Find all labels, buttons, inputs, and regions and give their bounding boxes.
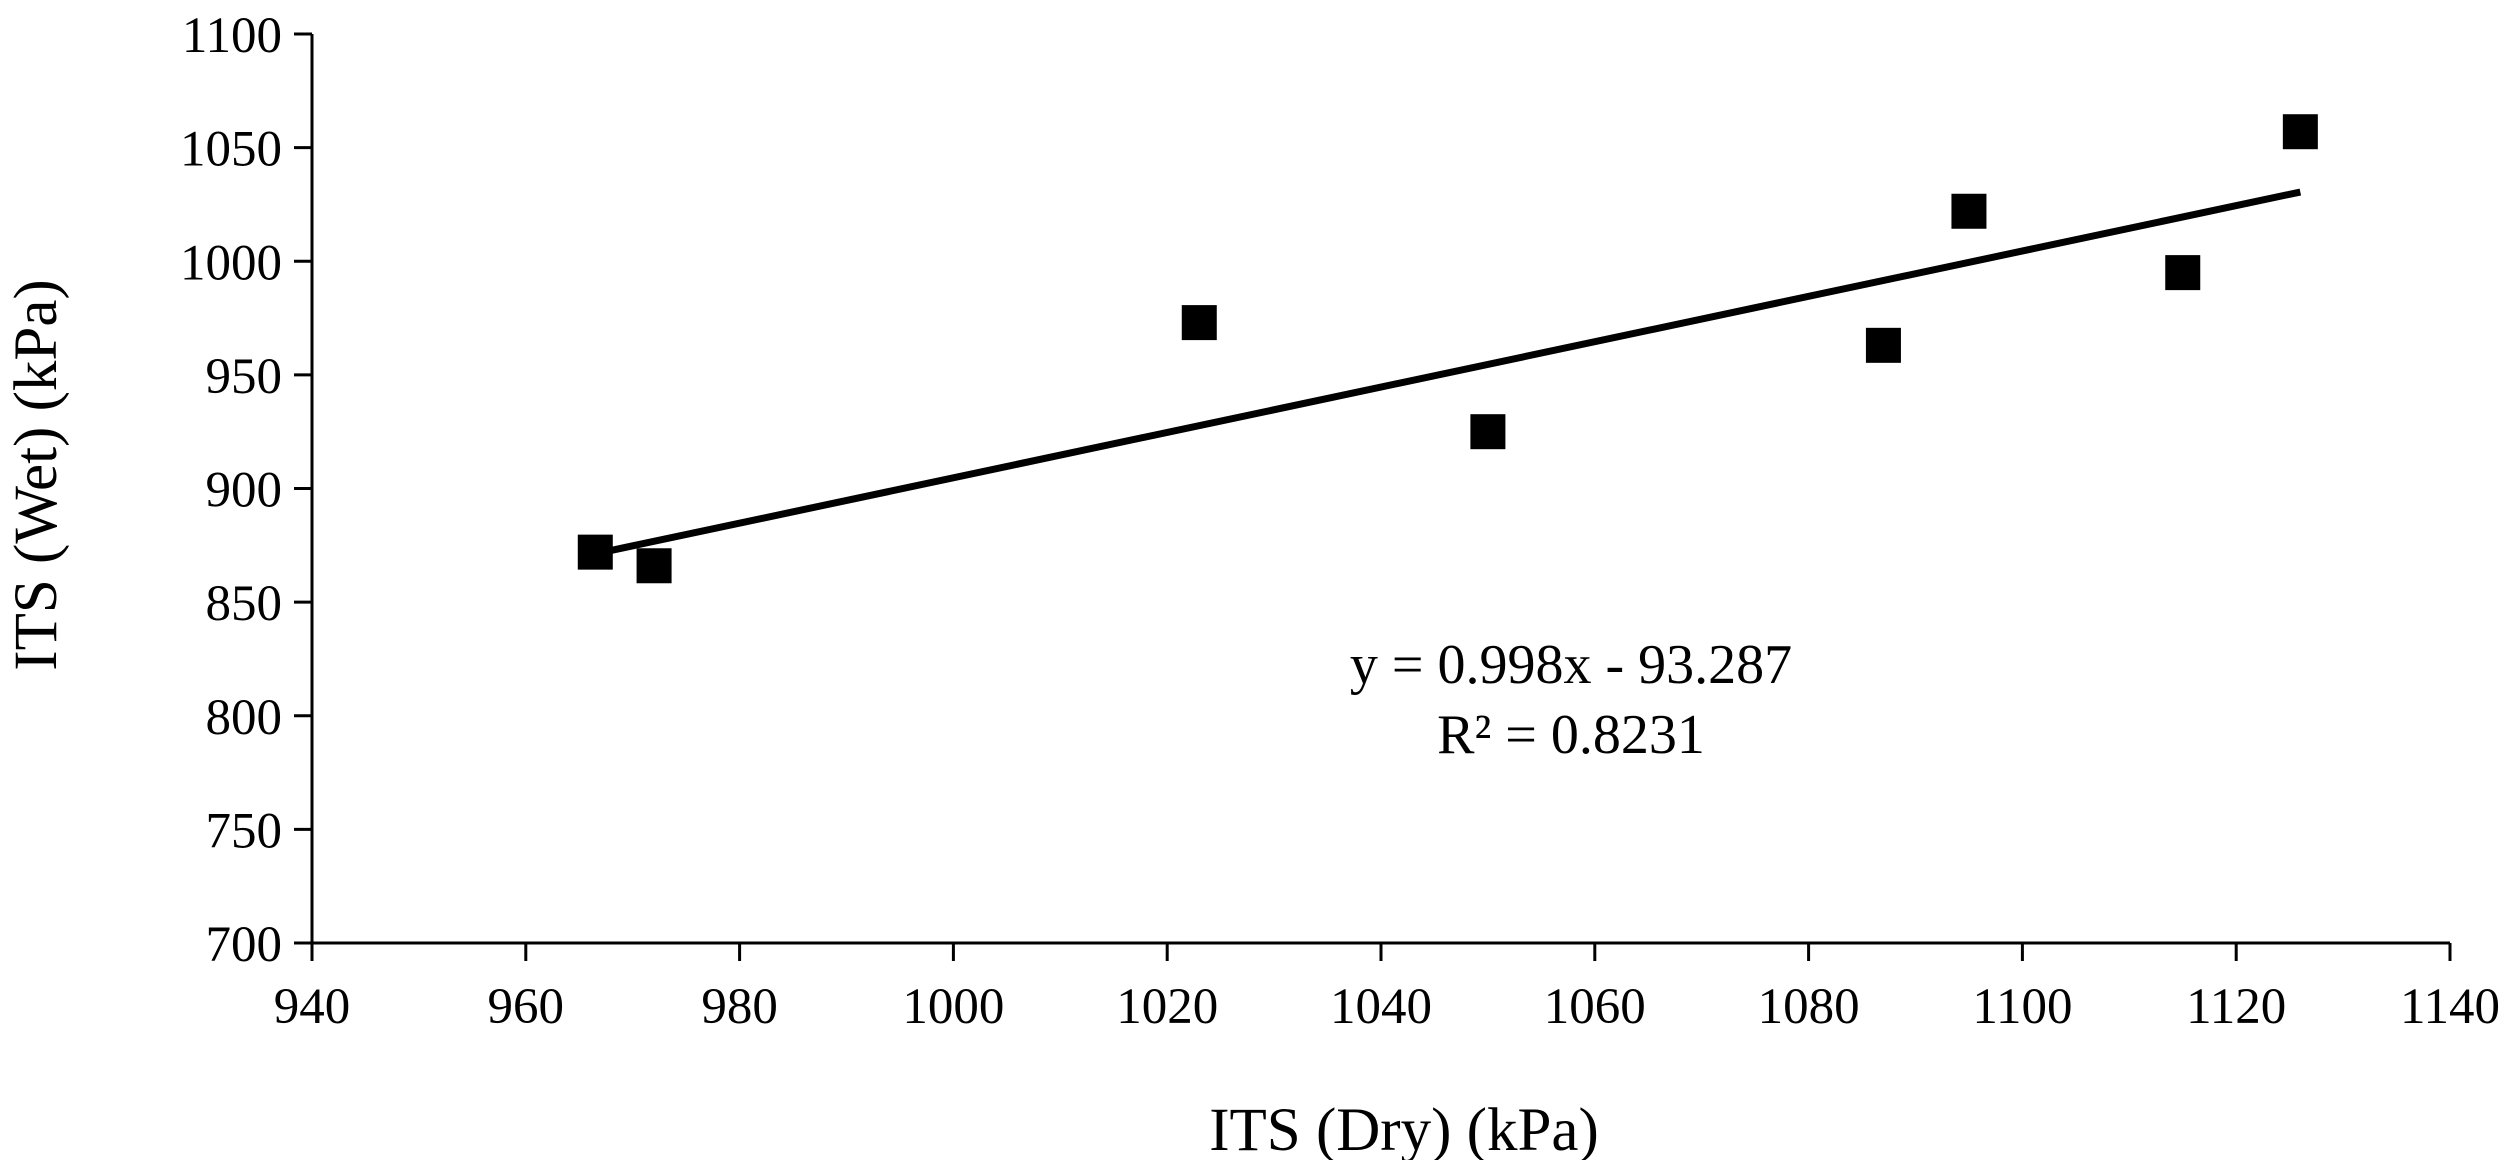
y-tick-label: 1000 [180, 235, 282, 291]
r-squared-label: R² = 0.8231 [1437, 704, 1705, 766]
x-tick-label: 1080 [1758, 979, 1860, 1035]
x-tick-label: 1140 [2400, 979, 2500, 1035]
trendline-group [594, 188, 2302, 558]
x-axis: 940 960 980 1000 1020 1040 1060 1080 1100 1120 114… [274, 941, 2500, 1035]
trendline [594, 188, 2302, 558]
x-tick-label: 940 [274, 979, 351, 1035]
x-axis-title: ITS (Dry) (kPa) [1209, 1097, 1599, 1160]
x-tick-label: 980 [701, 979, 778, 1035]
x-tick-label: 1060 [1544, 979, 1646, 1035]
y-tick-label: 950 [206, 349, 283, 405]
y-tick-label: 1050 [180, 122, 282, 178]
data-point [1865, 327, 1901, 363]
data-point [1470, 414, 1506, 450]
x-tick-label: 1120 [2186, 979, 2286, 1035]
data-points [577, 114, 2318, 584]
y-tick-label: 900 [206, 463, 283, 519]
y-axis-title: ITS (Wet) (kPa) [3, 279, 70, 670]
trendline-equation: y = 0.998x - 93.287 [1350, 634, 1792, 696]
data-point [577, 534, 613, 570]
data-point [1951, 193, 1987, 229]
data-point [2165, 255, 2201, 291]
x-tick-label: 1040 [1330, 979, 1432, 1035]
y-axis: 700 750 800 850 900 950 1000 1050 1100 [180, 8, 314, 973]
y-tick-label: 1100 [182, 8, 282, 64]
y-tick-label: 800 [206, 690, 283, 746]
y-tick-label: 850 [206, 576, 283, 632]
x-tick-label: 1020 [1116, 979, 1218, 1035]
y-tick-label: 700 [206, 917, 283, 973]
x-tick-label: 1000 [902, 979, 1004, 1035]
data-point [2282, 114, 2318, 150]
data-point [636, 548, 672, 584]
x-tick-label: 1100 [1972, 979, 2072, 1035]
y-tick-label: 750 [206, 803, 283, 859]
data-point [1181, 305, 1217, 341]
x-tick-label: 960 [488, 979, 565, 1035]
